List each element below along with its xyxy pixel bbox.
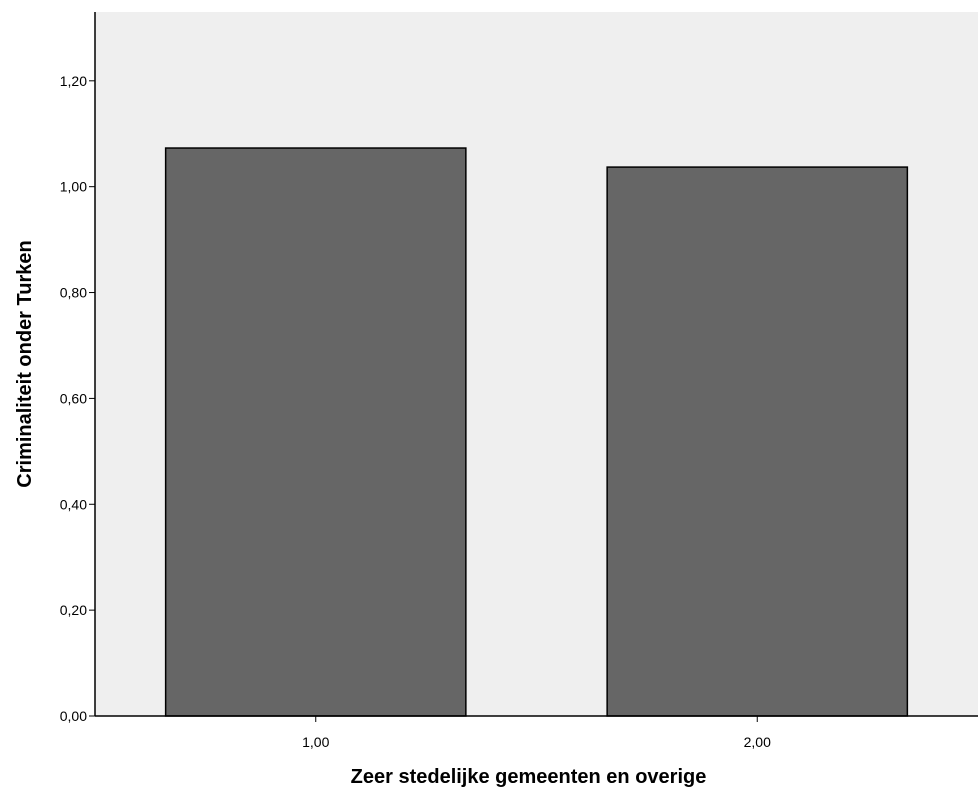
- y-tick-label: 0,00: [60, 708, 87, 724]
- y-tick-label: 0,60: [60, 390, 87, 406]
- y-tick-label: 0,80: [60, 285, 87, 301]
- y-tick-label: 1,00: [60, 179, 87, 195]
- x-tick-label: 2,00: [744, 734, 771, 750]
- y-tick-label: 0,40: [60, 496, 87, 512]
- x-tick-label: 1,00: [302, 734, 329, 750]
- axes-layer: [94, 12, 978, 717]
- x-axis-title: Zeer stedelijke gemeenten en overige: [351, 766, 707, 788]
- bars-layer: [164, 147, 909, 717]
- bar-2: [606, 166, 909, 717]
- ticks-layer: 1,00 2,00 0,00 0,20 0,40 0,60 0,80 1,00 1,20: [60, 73, 771, 750]
- bar-1: [164, 147, 467, 717]
- y-axis-title: Criminaliteit onder Turken: [14, 240, 36, 487]
- y-tick-label: 0,20: [60, 602, 87, 618]
- y-tick-label: 1,20: [60, 73, 87, 89]
